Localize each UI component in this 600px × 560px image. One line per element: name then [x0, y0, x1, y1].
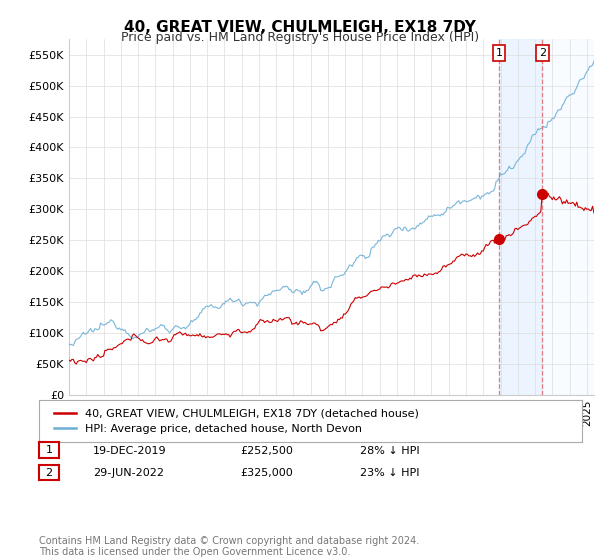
Text: 2: 2	[539, 48, 546, 58]
Text: £325,000: £325,000	[240, 468, 293, 478]
Bar	[542, 39, 594, 395]
Text: Contains HM Land Registry data © Crown copyright and database right 2024.
This d: Contains HM Land Registry data © Crown c…	[39, 535, 419, 557]
Text: 1: 1	[496, 48, 503, 58]
Text: 2: 2	[46, 468, 52, 478]
Text: 29-JUN-2022: 29-JUN-2022	[93, 468, 164, 478]
Text: 28% ↓ HPI: 28% ↓ HPI	[360, 446, 419, 456]
Text: 19-DEC-2019: 19-DEC-2019	[93, 446, 167, 456]
Text: 23% ↓ HPI: 23% ↓ HPI	[360, 468, 419, 478]
Bar	[499, 39, 542, 395]
Legend: 40, GREAT VIEW, CHULMLEIGH, EX18 7DY (detached house), HPI: Average price, detac: 40, GREAT VIEW, CHULMLEIGH, EX18 7DY (de…	[47, 402, 425, 441]
Text: Price paid vs. HM Land Registry's House Price Index (HPI): Price paid vs. HM Land Registry's House …	[121, 31, 479, 44]
Text: £252,500: £252,500	[240, 446, 293, 456]
Text: 1: 1	[46, 445, 52, 455]
Text: 40, GREAT VIEW, CHULMLEIGH, EX18 7DY: 40, GREAT VIEW, CHULMLEIGH, EX18 7DY	[124, 20, 476, 35]
